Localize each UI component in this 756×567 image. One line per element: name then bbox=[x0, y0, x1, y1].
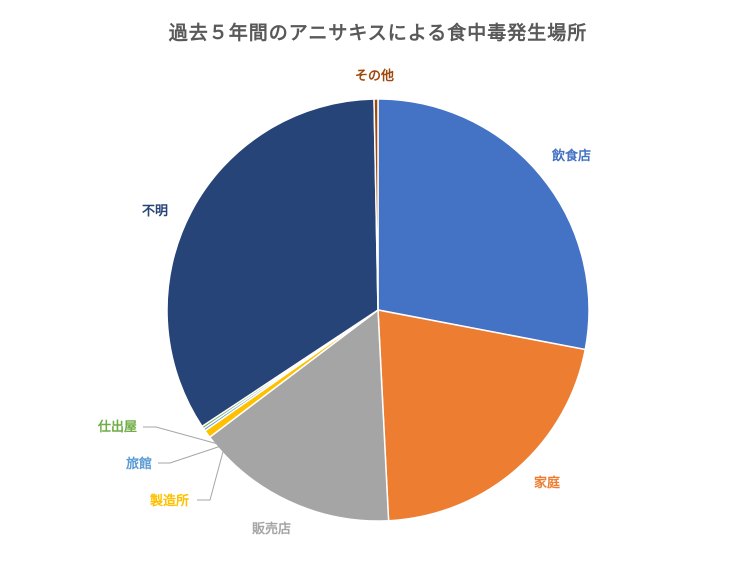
leader-line-5 bbox=[143, 426, 219, 445]
leader-line-4 bbox=[158, 445, 222, 464]
slice-label-6: 不明 bbox=[142, 204, 168, 219]
pie-slice-2 bbox=[208, 308, 390, 522]
pie-slice-1 bbox=[377, 309, 587, 522]
leader-line-3 bbox=[197, 447, 225, 501]
pie-slice-7 bbox=[373, 98, 379, 311]
chart-title: 過去５年間のアニサキスによる食中毒発生場所 bbox=[168, 22, 588, 44]
slice-label-2: 販売店 bbox=[252, 521, 291, 537]
slice-label-1: 家庭 bbox=[534, 475, 561, 491]
slice-label-5: 仕出屋 bbox=[97, 419, 137, 435]
pie-slice-0 bbox=[377, 98, 590, 351]
slice-label-3: 製造所 bbox=[149, 493, 189, 509]
slice-label-7: その他 bbox=[355, 68, 394, 84]
pie-slices bbox=[166, 98, 590, 522]
slice-label-4: 旅館 bbox=[126, 456, 152, 472]
slice-label-0: 飲食店 bbox=[551, 148, 591, 164]
leader-lines bbox=[143, 426, 225, 501]
pie-slice-6 bbox=[166, 98, 379, 428]
